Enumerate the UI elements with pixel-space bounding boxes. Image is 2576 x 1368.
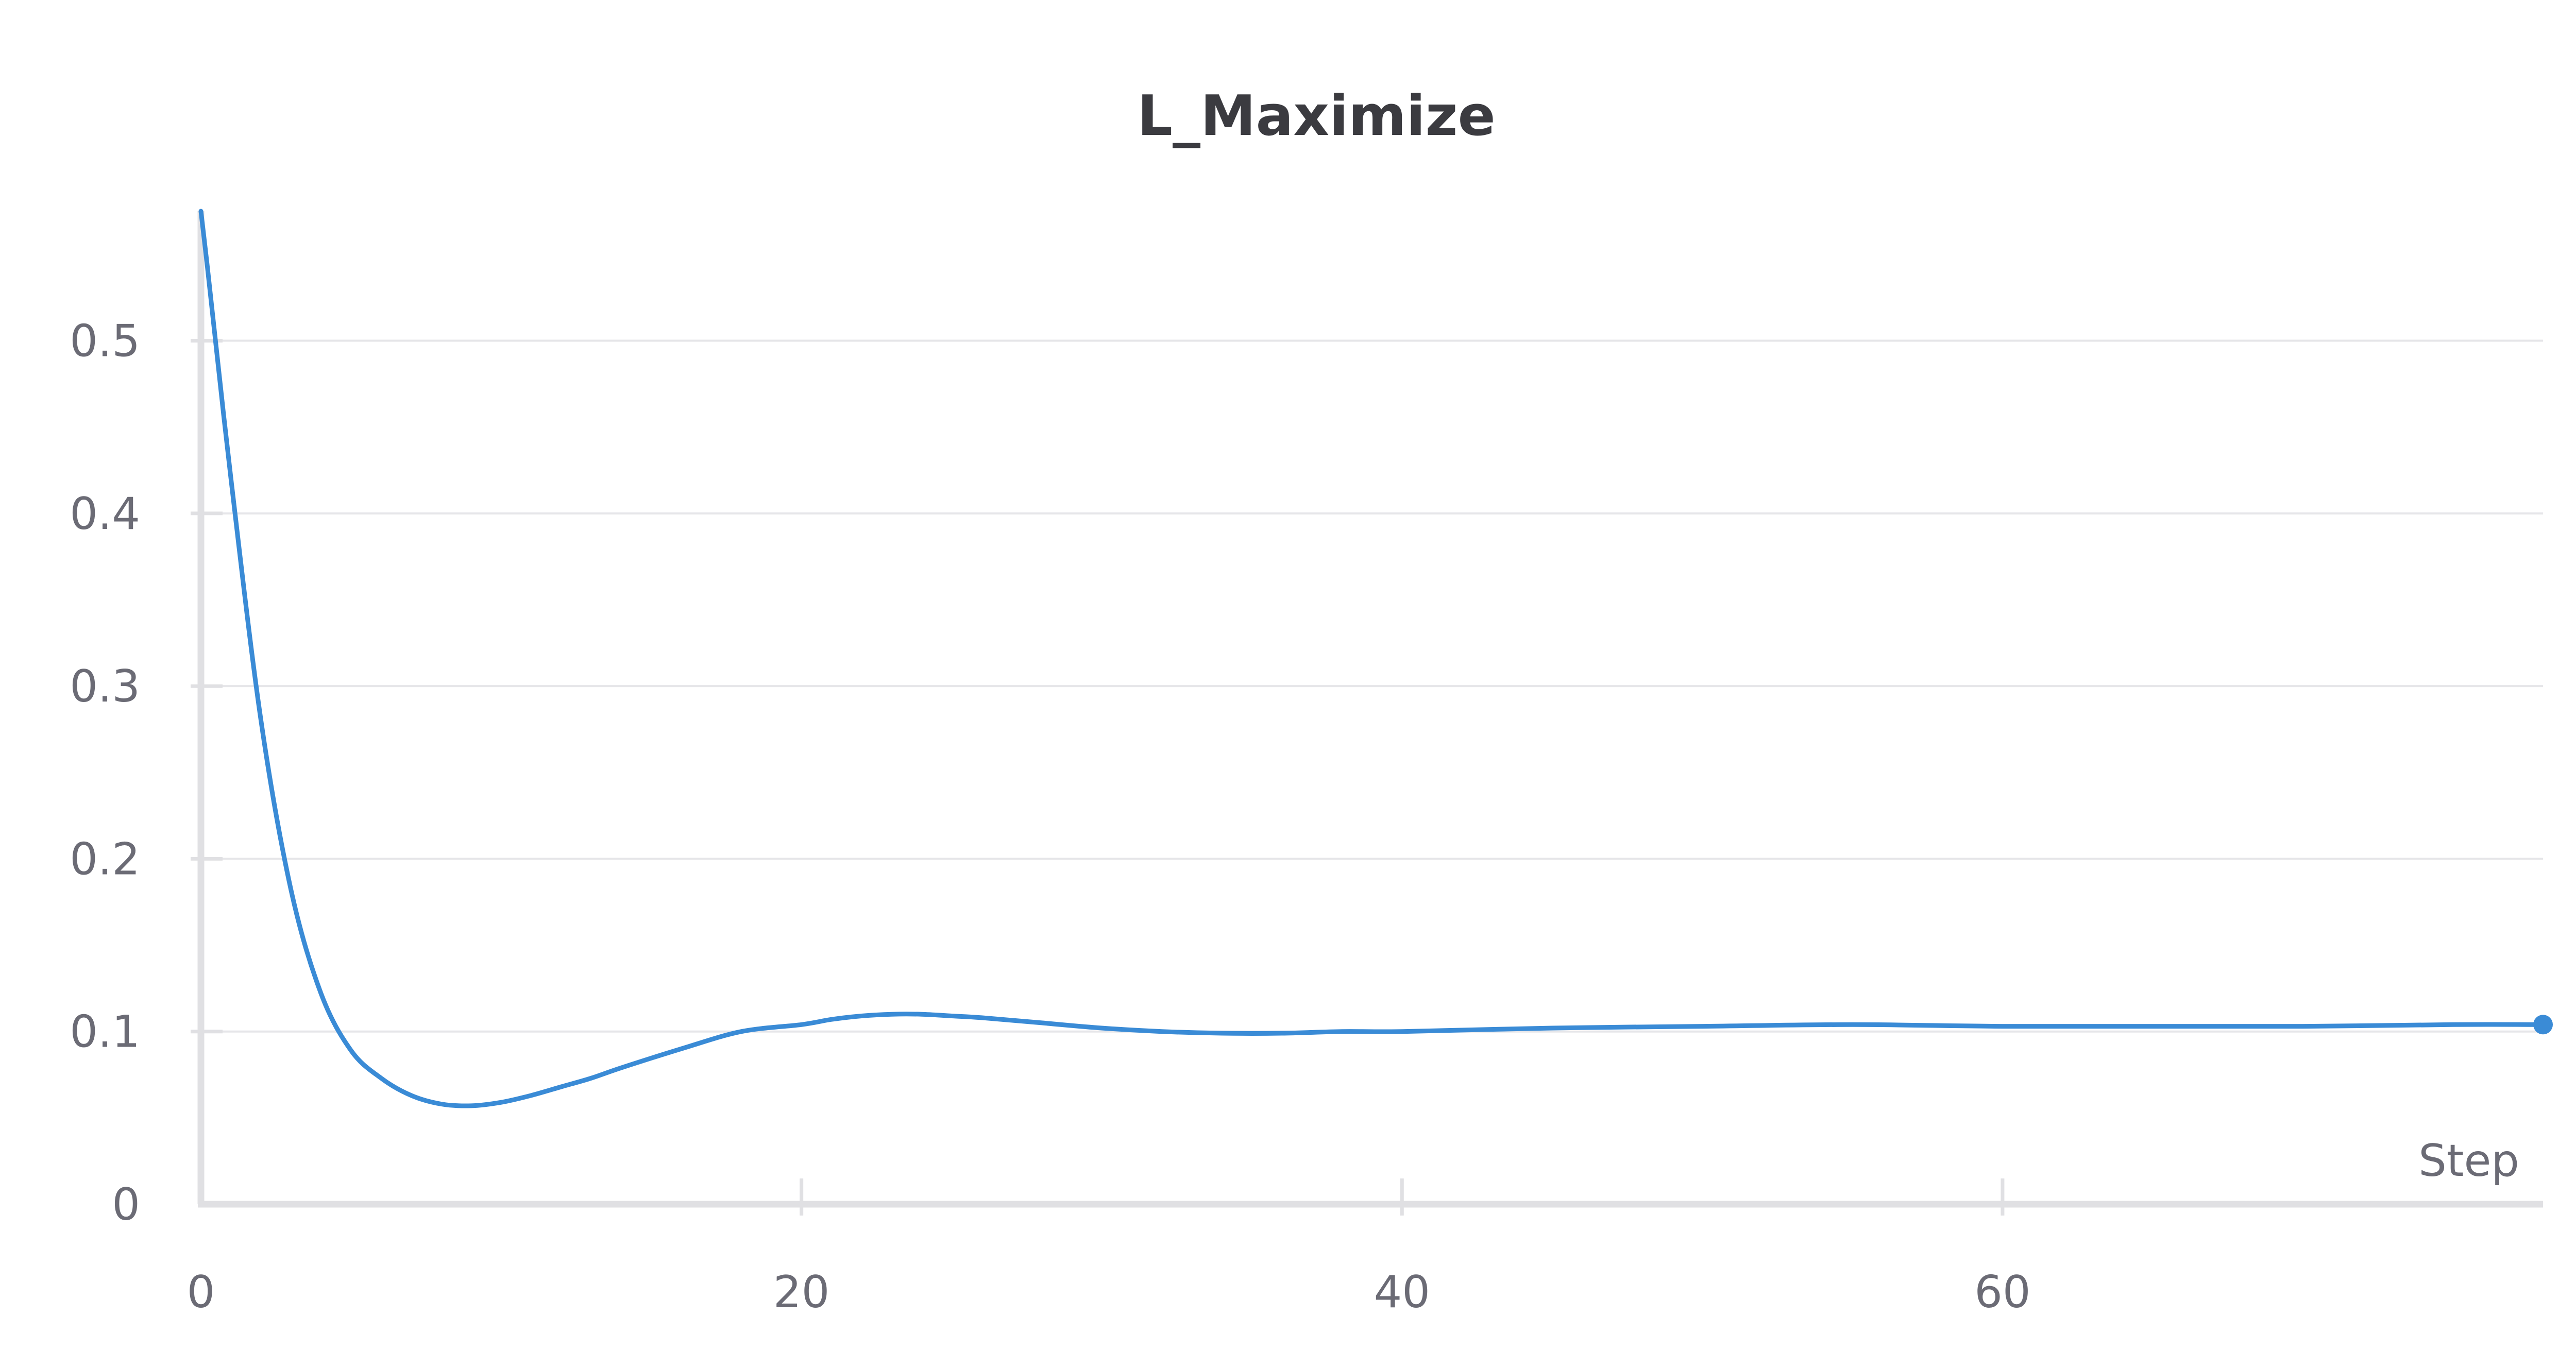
x-axis-label: Step bbox=[2418, 1135, 2519, 1187]
x-axis-ticks: 0 20 40 60 bbox=[187, 1178, 2031, 1318]
y-axis-ticks: 0 0.1 0.2 0.3 0.4 0.5 bbox=[70, 315, 223, 1230]
y-tick-label: 0 bbox=[112, 1179, 140, 1230]
x-tick-label: 0 bbox=[187, 1267, 215, 1318]
series-end-point bbox=[2533, 1015, 2553, 1035]
x-tick-label: 40 bbox=[1374, 1267, 1430, 1318]
y-tick-label: 0.3 bbox=[70, 661, 140, 712]
y-tick-label: 0.4 bbox=[70, 488, 140, 540]
gridlines bbox=[201, 339, 2543, 1033]
x-tick-label: 60 bbox=[1974, 1267, 2030, 1318]
x-tick-label: 20 bbox=[773, 1267, 829, 1318]
series-line bbox=[198, 209, 2546, 1108]
y-tick-label: 0.2 bbox=[70, 833, 140, 885]
y-tick-label: 0.1 bbox=[70, 1006, 140, 1058]
y-tick-label: 0.5 bbox=[70, 315, 140, 367]
series-group bbox=[198, 209, 2553, 1108]
chart-title: L_Maximize bbox=[1137, 84, 1496, 148]
